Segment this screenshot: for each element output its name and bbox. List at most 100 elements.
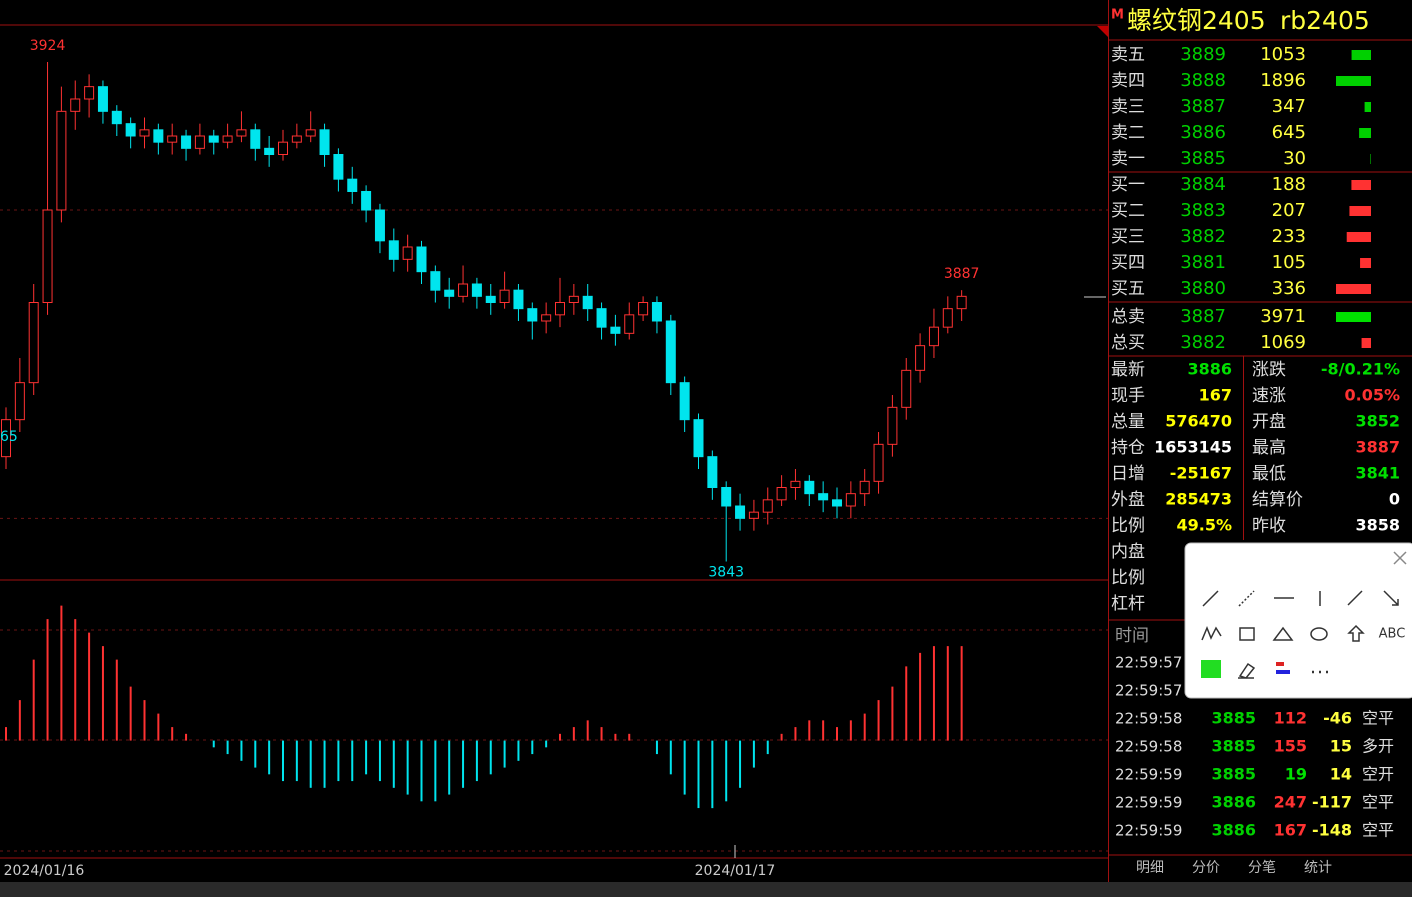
book-price: 3885: [1180, 148, 1226, 169]
candle-body: [901, 369, 912, 408]
stat-label: 最高: [1252, 438, 1286, 458]
corner-marker: [1097, 26, 1108, 37]
candle-body: [942, 308, 953, 328]
date-label: 2024/01/16: [4, 863, 85, 879]
book-price: 3887: [1180, 96, 1226, 117]
book-price: 3889: [1180, 44, 1226, 65]
trade-time: 22:59:57: [1115, 682, 1182, 700]
candle-body: [56, 110, 67, 211]
book-volume: 1896: [1260, 70, 1306, 91]
book-price: 3880: [1180, 278, 1226, 299]
candle-body: [596, 308, 607, 328]
status-bar: [0, 882, 1412, 897]
candle-body: [735, 505, 746, 519]
tool-rect[interactable]: [1239, 627, 1255, 641]
candle-body: [333, 154, 344, 180]
candle-body: [693, 419, 704, 458]
tool-wave[interactable]: [1201, 626, 1222, 641]
price-label: 3924: [30, 38, 66, 54]
candle-body: [748, 511, 759, 519]
book-label: 买二: [1111, 201, 1145, 221]
trade-type: 空开: [1362, 765, 1394, 784]
trade-volume: 167: [1274, 821, 1307, 840]
candle-body: [139, 129, 150, 137]
stat-value: 3852: [1355, 412, 1400, 431]
tool-line[interactable]: [1202, 590, 1219, 607]
tool-segment[interactable]: [1347, 590, 1363, 606]
tool-triangle[interactable]: [1272, 626, 1294, 641]
volume-bar: [1370, 154, 1371, 164]
book-volume: 105: [1272, 252, 1306, 273]
candle-body: [707, 456, 718, 488]
candle-body: [956, 295, 967, 310]
candle-body: [638, 302, 649, 316]
candle-body: [845, 493, 856, 507]
price-label: 3843: [708, 565, 744, 581]
trade-price: 3886: [1211, 821, 1256, 840]
tool-ray[interactable]: [1238, 590, 1255, 607]
tab[interactable]: 统计: [1304, 860, 1332, 876]
candle-body: [402, 246, 413, 260]
book-label: 买一: [1111, 175, 1145, 195]
candle-body: [70, 98, 81, 112]
candle-body: [721, 487, 732, 507]
book-label: 卖四: [1111, 71, 1145, 91]
volume-bar: [1360, 258, 1371, 268]
book-price: 3886: [1180, 122, 1226, 143]
candle-body: [42, 209, 53, 303]
book-price: 3884: [1180, 174, 1226, 195]
trade-type: 空平: [1362, 793, 1394, 812]
candle-body: [125, 123, 136, 137]
candle-body: [887, 406, 898, 445]
book-volume: 188: [1272, 174, 1306, 195]
trade-price: 3885: [1211, 737, 1256, 756]
price-label: 3887: [944, 266, 980, 282]
tool-color[interactable]: [1201, 660, 1221, 678]
stat-label: 结算价: [1252, 490, 1303, 510]
book-label: 买四: [1111, 253, 1145, 273]
tool-ellipse[interactable]: [1310, 627, 1328, 641]
tab[interactable]: 分笔: [1248, 860, 1276, 876]
stat-value: 1653145: [1154, 438, 1232, 457]
stat-label: 外盘: [1111, 490, 1145, 510]
candle-body: [250, 129, 261, 149]
trade-volume: 112: [1274, 709, 1307, 728]
content: 3924 3887 3843 65 2024/01/16 2024/01/17 M 螺纹钢24…: [0, 6, 1400, 879]
candle-body: [762, 499, 773, 513]
candle-body: [610, 326, 621, 334]
candle-body: [568, 295, 579, 304]
tab[interactable]: 明细: [1136, 860, 1164, 876]
stat-value: 3887: [1355, 438, 1400, 457]
tool-up-arrow[interactable]: [1347, 624, 1365, 642]
stat-label: 涨跌: [1252, 360, 1286, 380]
book-price: 3882: [1180, 332, 1226, 353]
trade-change: 15: [1330, 737, 1352, 756]
stat-value: 0: [1389, 490, 1400, 509]
candle-body: [361, 191, 372, 211]
stat-value: 167: [1199, 386, 1232, 405]
tool-eraser[interactable]: [1238, 662, 1256, 679]
stat-label: 最低: [1252, 464, 1286, 484]
trade-price: 3885: [1211, 765, 1256, 784]
close-button[interactable]: [1393, 551, 1407, 565]
stat-label: 总量: [1111, 412, 1145, 432]
stat-label: 速涨: [1252, 386, 1286, 406]
stat-label: 最新: [1111, 360, 1145, 380]
tool-text[interactable]: ABC: [1379, 627, 1406, 642]
book-volume: 233: [1272, 226, 1306, 247]
candle-body: [832, 499, 842, 507]
instrument-name: 螺纹钢2405: [1127, 6, 1266, 35]
candle-body: [915, 345, 926, 371]
candle-body: [458, 283, 469, 297]
volume-bar: [1349, 206, 1371, 216]
stat-value: 576470: [1165, 412, 1232, 431]
tab[interactable]: 分价: [1192, 860, 1220, 876]
book-price: 3887: [1180, 306, 1226, 327]
book-volume: 30: [1283, 148, 1306, 169]
tool-arrow[interactable]: [1383, 590, 1399, 606]
candle-body: [582, 295, 593, 310]
book-volume: 1053: [1260, 44, 1306, 65]
candle-body: [555, 302, 565, 316]
